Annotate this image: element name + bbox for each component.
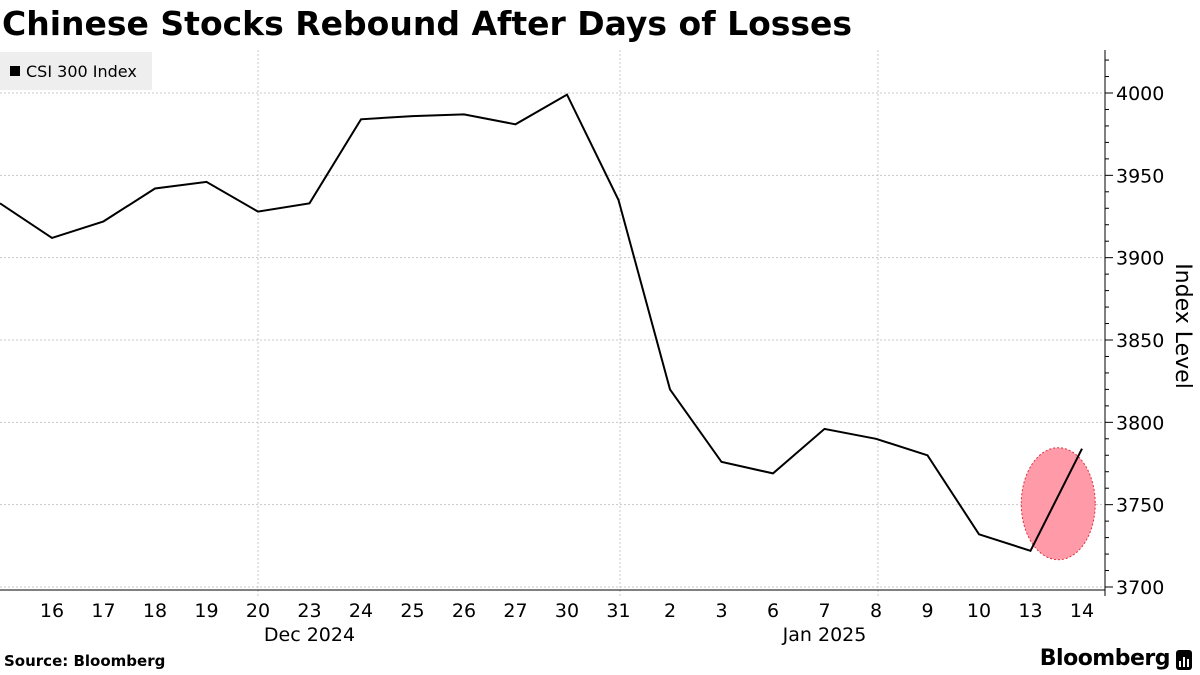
x-tick-label: 2 [664,600,676,622]
x-tick-label: 14 [1070,600,1094,622]
x-tick-label: 24 [349,600,373,622]
y-tick-label: 3850 [1116,330,1164,352]
x-tick-label: 20 [246,600,270,622]
x-month-label: Dec 2024 [264,624,355,646]
chart-title: Chinese Stocks Rebound After Days of Los… [2,4,853,43]
highlight-ellipse [1020,447,1096,561]
x-tick-label: 10 [967,600,991,622]
x-tick-label: 17 [91,600,115,622]
x-tick-label: 31 [606,600,630,622]
legend-swatch [10,66,20,76]
y-tick-label: 3900 [1116,248,1164,270]
source-note: Source: Bloomberg [4,652,166,670]
rebound-highlight [1020,447,1096,561]
y-axis: 3700 3750 3800 3850 3900 3950 4000 [1104,50,1164,599]
y-tick-label: 3700 [1116,577,1164,599]
vertical-gridlines [257,50,879,596]
x-tick-label: 26 [452,600,476,622]
x-tick-label: 7 [818,600,830,622]
legend-background [0,52,152,90]
y-tick-label: 4000 [1116,83,1164,105]
y-tick-label: 3950 [1116,165,1164,187]
x-tick-label: 30 [555,600,579,622]
brand-logo: Bloomberg [1039,646,1171,671]
x-tick-label: 23 [297,600,321,622]
x-tick-label: 3 [715,600,727,622]
y-tick-label: 3800 [1116,412,1164,434]
x-tick-label: 18 [143,600,167,622]
x-tick-label: 16 [40,600,64,622]
x-tick-label: 9 [921,600,933,622]
bloomberg-bars-icon [1176,650,1192,670]
y-axis-label: Index Level [1170,263,1195,389]
legend: CSI 300 Index [0,52,152,90]
x-month-label: Jan 2025 [782,624,867,646]
legend-entry-csi-300: CSI 300 Index [26,62,137,81]
x-tick-label: 19 [194,600,218,622]
x-tick-label: 6 [767,600,779,622]
x-tick-label: 13 [1018,600,1042,622]
y-tick-label: 3750 [1116,495,1164,517]
x-tick-label: 27 [503,600,527,622]
x-tick-label: 8 [870,600,882,622]
x-axis: 16 17 18 19 20 23 24 25 26 27 30 31 2 3 6 7 8 9 10 13 14Dec … [0,589,1105,646]
series-csi-300 [0,93,1083,553]
horizontal-gridlines [0,92,1104,588]
series-line [0,93,1083,553]
x-tick-label: 25 [400,600,424,622]
